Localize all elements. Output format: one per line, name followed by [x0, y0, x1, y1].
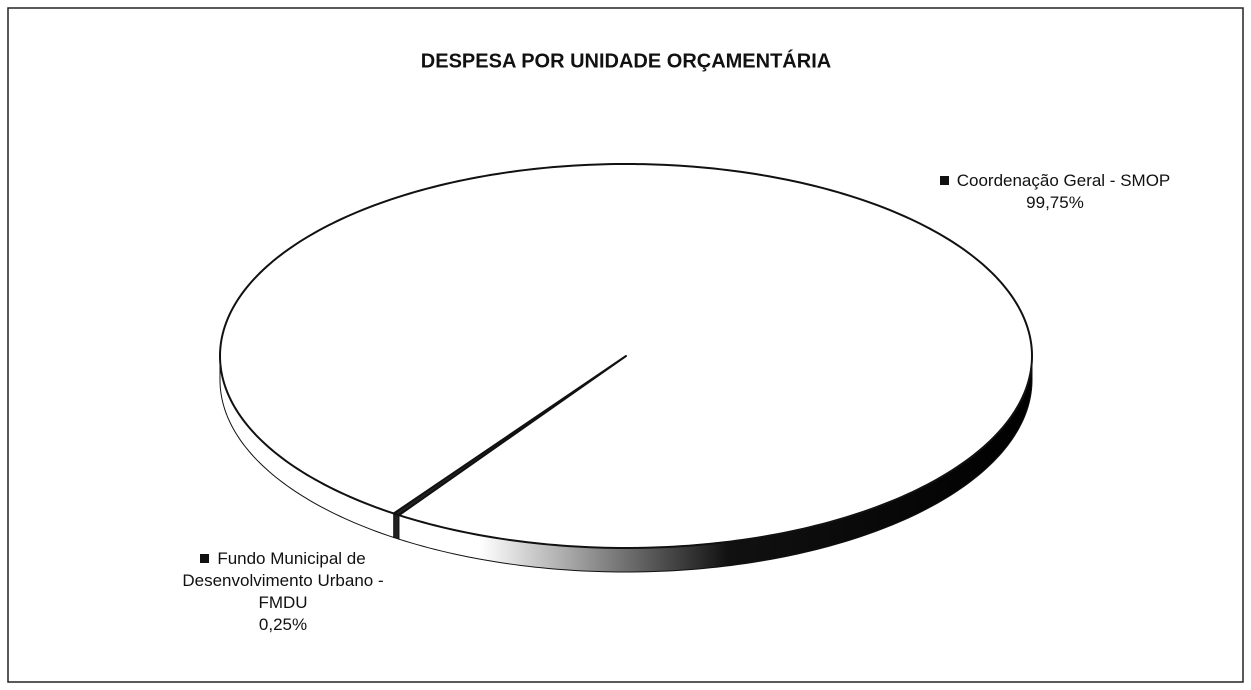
slice [219, 163, 1033, 549]
legend-swatch [200, 554, 210, 563]
legend-swatch [939, 176, 949, 185]
slice-side [393, 512, 400, 540]
slice-label: Fundo Municipal de Desenvolvimento Urban… [168, 548, 398, 636]
slice-name: Fundo Municipal de Desenvolvimento Urban… [182, 549, 384, 612]
slice-value: 99,75% [1026, 193, 1084, 212]
chart-frame [7, 7, 1244, 683]
chart-title: DESPESA POR UNIDADE ORÇAMENTÁRIA [421, 49, 831, 72]
pie [219, 163, 1033, 573]
slice-value: 0,25% [258, 615, 308, 634]
slice-name: Coordenação Geral - SMOP [956, 171, 1171, 190]
slice-label: Coordenação Geral - SMOP 99,75% [925, 170, 1185, 214]
